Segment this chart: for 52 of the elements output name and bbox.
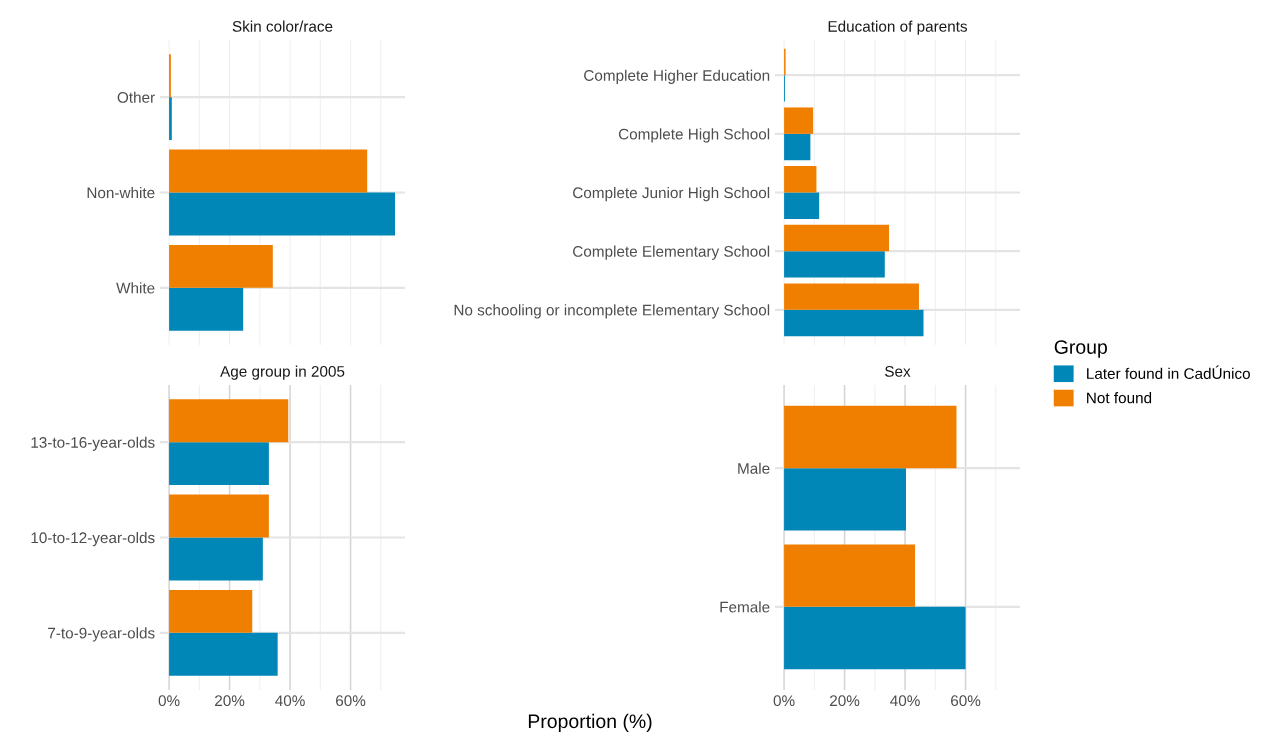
y-tick-label: Complete Higher Education (584, 69, 770, 84)
bar (169, 97, 172, 141)
bar (784, 468, 906, 531)
bar (169, 494, 269, 538)
bar (784, 192, 820, 219)
bar (784, 544, 916, 607)
x-tick-label: 20% (830, 695, 860, 707)
bar (169, 632, 278, 676)
y-tick-label: 7-to-9-year-olds (48, 627, 155, 642)
x-tick-label: 60% (951, 695, 981, 707)
bar (169, 589, 253, 633)
y-tick-label: Other (117, 91, 155, 103)
chart-title: Sex (885, 366, 911, 377)
x-tick-label: 20% (215, 695, 245, 707)
chart-title: Age group in 2005 (220, 365, 345, 380)
bar (169, 399, 289, 443)
bar (784, 606, 966, 670)
legend-label: Not found (1087, 392, 1152, 404)
bar (784, 283, 919, 310)
legend-title: Group (1054, 340, 1107, 358)
y-tick-label: Male (738, 462, 770, 474)
bar (169, 537, 263, 581)
bar (784, 309, 924, 337)
legend-label: Later found in CadÚnico (1087, 365, 1250, 379)
x-tick-label: 0% (773, 695, 795, 707)
y-tick-label: 10-to-12-year-olds (31, 531, 155, 547)
y-tick-label: Female (720, 601, 770, 613)
y-tick-label: Complete Elementary School (573, 245, 770, 260)
y-tick-label: Non-white (87, 186, 155, 199)
x-tick-label: 0% (158, 695, 180, 707)
bar (169, 244, 273, 288)
y-tick-label: No schooling or incomplete Elementary School (454, 304, 770, 319)
y-tick-label: White (116, 282, 155, 294)
y-tick-label: Complete Junior High School (573, 186, 770, 202)
bar (784, 107, 814, 134)
bar (169, 149, 368, 193)
x-tick-label: 40% (890, 695, 920, 707)
bar (784, 405, 957, 469)
bar (784, 251, 885, 278)
chart-title: Skin color/race (232, 20, 333, 32)
bar (169, 442, 269, 486)
bar (784, 224, 890, 252)
x-tick-label: 60% (336, 695, 366, 707)
y-tick-label: Complete High School (618, 128, 770, 143)
bar (169, 192, 396, 236)
bar (784, 133, 811, 161)
chart-title: Education of parents (828, 20, 968, 35)
x-tick-label: 40% (275, 695, 305, 707)
x-axis-title: Proportion (%) (528, 713, 652, 732)
bar (784, 166, 817, 193)
bar (169, 287, 244, 331)
y-tick-label: 13-to-16-year-olds (31, 436, 155, 451)
